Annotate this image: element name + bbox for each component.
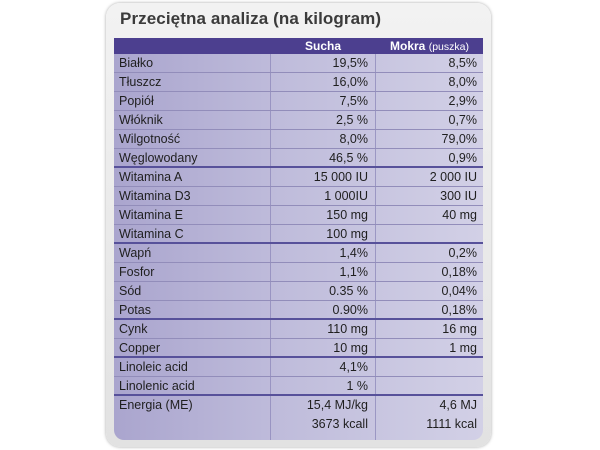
wet-value: 0,9%	[448, 151, 478, 165]
wet-value: 2,9%	[448, 94, 478, 108]
table-row: Witamina E 150 mg 40 mg	[114, 206, 483, 225]
column-header-wet-label: Mokra	[390, 39, 426, 53]
dry-value: 100 mg	[326, 227, 368, 241]
dry-value: 1,4%	[339, 246, 369, 260]
row-label: Cynk	[119, 322, 148, 336]
row-label: Energia (ME)	[119, 398, 193, 412]
wet-value	[376, 358, 477, 377]
wet-value: 0,2%	[448, 246, 478, 260]
row-label: Popiół	[119, 94, 154, 108]
row-label: Linolenic acid	[119, 379, 195, 393]
column-header-wet-note: (puszka)	[428, 41, 469, 53]
dry-value: 19,5%	[332, 56, 368, 70]
table-row: Popiół 7,5% 2,9%	[114, 92, 483, 111]
table-row: Energia (ME) 15,4 MJ/kg 4,6 MJ	[114, 396, 483, 415]
row-label: Sód	[119, 284, 142, 298]
dry-value: 1 000IU	[324, 189, 368, 203]
table-row: Copper 10 mg 1 mg	[114, 339, 483, 358]
analysis-table: Sucha Mokra (puszka) Białko 19,5% 8,5% T…	[114, 38, 483, 440]
nutrition-panel: Przeciętna analiza (na kilogram) Sucha M…	[106, 3, 491, 447]
column-header-wet: Mokra (puszka)	[376, 38, 483, 54]
dry-value: 8,0%	[339, 132, 369, 146]
table-row: Fosfor 1,1% 0,18%	[114, 263, 483, 282]
dry-value: 16,0%	[332, 75, 368, 89]
row-label: Witamina A	[119, 170, 183, 184]
row-label: Linoleic acid	[119, 360, 188, 374]
row-label: Witamina C	[119, 227, 184, 241]
table-row: Wilgotność 8,0% 79,0%	[114, 130, 483, 149]
table-row: Białko 19,5% 8,5%	[114, 54, 483, 73]
dry-value: 15,4 MJ/kg	[306, 398, 368, 412]
table-row: Sód 0.35 % 0,04%	[114, 282, 483, 301]
row-label: Wapń	[119, 246, 152, 260]
wet-value: 0,7%	[448, 113, 478, 127]
row-label: Witamina D3	[119, 189, 191, 203]
table-header: Sucha Mokra (puszka)	[114, 38, 483, 54]
wet-value: 0,04%	[441, 284, 477, 298]
row-label: Białko	[119, 56, 154, 70]
dry-value: 1,1%	[339, 265, 369, 279]
wet-value: 8,0%	[448, 75, 478, 89]
dry-value: 0.35 %	[329, 284, 368, 298]
row-label: Fosfor	[119, 265, 155, 279]
row-label: Wilgotność	[119, 132, 181, 146]
wet-value: 300 IU	[440, 189, 477, 203]
table-row: 3673 kcall 1111 kcal	[114, 415, 483, 434]
column-divider	[270, 54, 271, 440]
wet-value: 16 mg	[442, 322, 477, 336]
wet-value: 2 000 IU	[429, 170, 477, 184]
table-row: Węglowodany 46,5 % 0,9%	[114, 149, 483, 168]
dry-value: 150 mg	[326, 208, 368, 222]
wet-value: 4,6 MJ	[439, 398, 477, 412]
dry-value: 15 000 IU	[313, 170, 368, 184]
table-row: Linoleic acid 4,1%	[114, 358, 483, 377]
dry-value: 2,5 %	[336, 113, 368, 127]
dry-value: 46,5 %	[329, 151, 368, 165]
table-row: Włóknik 2,5 % 0,7%	[114, 111, 483, 130]
panel-title: Przeciętna analiza (na kilogram)	[120, 9, 382, 28]
table-row: Linolenic acid 1 %	[114, 377, 483, 396]
dry-value: 3673 kcall	[311, 417, 368, 431]
table-row: Cynk 110 mg 16 mg	[114, 320, 483, 339]
dry-value: 4,1%	[339, 360, 369, 374]
row-label: Copper	[119, 341, 160, 355]
wet-value: 1111 kcal	[426, 417, 477, 431]
column-divider	[375, 54, 376, 440]
table-row: Potas 0.90% 0,18%	[114, 301, 483, 320]
table-row: Witamina D3 1 000IU 300 IU	[114, 187, 483, 206]
dry-value: 10 mg	[333, 341, 368, 355]
wet-value: 0,18%	[441, 303, 477, 317]
dry-value: 1 %	[346, 379, 368, 393]
table-row: Witamina A 15 000 IU 2 000 IU	[114, 168, 483, 187]
wet-value: 1 mg	[449, 341, 477, 355]
table-row: Tłuszcz 16,0% 8,0%	[114, 73, 483, 92]
column-header-dry-label: Sucha	[304, 39, 341, 53]
wet-value	[376, 377, 477, 396]
wet-value	[376, 225, 477, 244]
dry-value: 7,5%	[339, 94, 369, 108]
row-label: Potas	[119, 303, 151, 317]
row-label: Węglowodany	[119, 151, 198, 165]
wet-value: 8,5%	[448, 56, 478, 70]
dry-value: 0.90%	[332, 303, 368, 317]
table-row: Wapń 1,4% 0,2%	[114, 244, 483, 263]
wet-value: 0,18%	[441, 265, 477, 279]
dry-value: 110 mg	[327, 322, 368, 336]
row-label: Włóknik	[119, 113, 163, 127]
table-row: Witamina C 100 mg	[114, 225, 483, 244]
wet-value: 40 mg	[442, 208, 477, 222]
row-label: Tłuszcz	[119, 75, 162, 89]
wet-value: 79,0%	[441, 132, 477, 146]
column-header-dry: Sucha	[271, 38, 375, 54]
row-label: Witamina E	[119, 208, 183, 222]
